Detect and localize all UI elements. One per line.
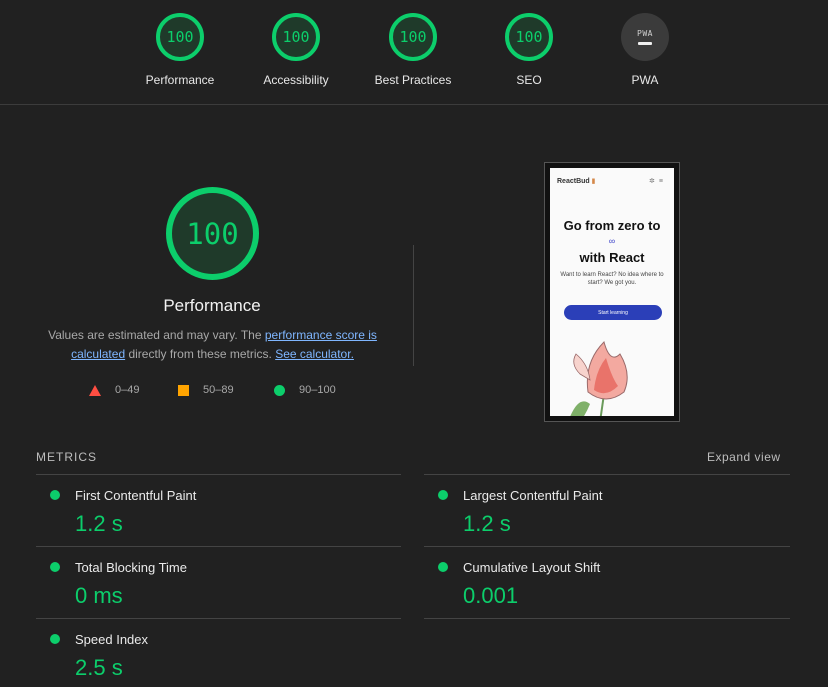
screenshot-cta-button: Start learning bbox=[564, 305, 662, 320]
description-text: Values are estimated and may vary. The bbox=[48, 328, 262, 342]
legend-fail: 0–49 bbox=[89, 384, 139, 396]
metric-value: 0.001 bbox=[463, 583, 519, 608]
metrics-heading: METRICS bbox=[36, 450, 97, 464]
gauge-score: 100 bbox=[272, 13, 320, 61]
performance-score-gauge: 100 bbox=[166, 187, 259, 280]
gauge-label: Performance bbox=[145, 73, 215, 87]
metric-first-contentful-paint: First Contentful Paint 1.2 s bbox=[36, 475, 396, 545]
vertical-divider bbox=[413, 245, 414, 366]
pass-circle-icon bbox=[50, 562, 60, 572]
legend-range: 50–89 bbox=[203, 384, 234, 396]
gauge-score: 100 bbox=[389, 13, 437, 61]
flower-illustration-icon bbox=[570, 341, 628, 416]
divider bbox=[36, 546, 401, 547]
screenshot-brand: ReactBud ▮ bbox=[557, 178, 596, 185]
gauge-best-practices[interactable]: 100 Best Practices bbox=[353, 13, 473, 87]
pass-circle-icon bbox=[50, 490, 60, 500]
pass-circle-icon bbox=[438, 562, 448, 572]
legend-average: 50–89 bbox=[178, 384, 234, 396]
gauge-performance[interactable]: 100 Performance bbox=[120, 13, 240, 87]
category-gauges-bar: 100 Performance 100 Accessibility 100 Be… bbox=[0, 0, 828, 105]
gauge-seo[interactable]: 100 SEO bbox=[469, 13, 589, 87]
pass-circle-icon bbox=[438, 490, 448, 500]
metric-name: Cumulative Layout Shift bbox=[463, 560, 601, 575]
gauge-label: Best Practices bbox=[374, 73, 452, 87]
pass-circle-icon bbox=[50, 634, 60, 644]
divider bbox=[424, 546, 790, 547]
legend-range: 0–49 bbox=[115, 384, 140, 396]
score-description: Values are estimated and may vary. The p… bbox=[40, 326, 385, 364]
gauge-accessibility[interactable]: 100 Accessibility bbox=[236, 13, 356, 87]
screenshot-page: ReactBud ▮ ✲≡ Go from zero to ∞ with Rea… bbox=[550, 168, 674, 416]
screenshot-nav-icons: ✲≡ bbox=[649, 178, 667, 185]
metric-value: 1.2 s bbox=[75, 511, 123, 536]
divider bbox=[36, 618, 401, 619]
gauge-label: SEO bbox=[516, 73, 542, 87]
performance-score-link[interactable]: performance score is calculated bbox=[71, 328, 377, 361]
metric-speed-index: Speed Index 2.5 s bbox=[36, 619, 396, 687]
screenshot-headline: Go from zero to bbox=[563, 218, 661, 233]
triangle-icon bbox=[89, 384, 101, 396]
metric-value: 0 ms bbox=[75, 583, 123, 608]
screenshot-headline-2: with React bbox=[579, 250, 645, 265]
gauge-score: 100 bbox=[156, 13, 204, 61]
gauge-pwa[interactable]: PWA PWA bbox=[585, 13, 705, 87]
metric-name: Speed Index bbox=[75, 632, 149, 647]
metric-value: 1.2 s bbox=[463, 511, 511, 536]
metric-largest-contentful-paint: Largest Contentful Paint 1.2 s bbox=[424, 475, 784, 545]
screenshot-subtext: Want to learn React? No idea where to st… bbox=[560, 272, 664, 286]
performance-title: Performance bbox=[163, 296, 261, 315]
gauge-score: 100 bbox=[505, 13, 553, 61]
gauge-label: PWA bbox=[631, 73, 659, 87]
pwa-badge-text: PWA bbox=[637, 29, 653, 38]
final-screenshot[interactable]: ReactBud ▮ ✲≡ Go from zero to ∞ with Rea… bbox=[544, 162, 680, 422]
see-calculator-link[interactable]: See calculator. bbox=[275, 347, 354, 361]
metric-name: Largest Contentful Paint bbox=[463, 488, 603, 503]
divider bbox=[36, 474, 401, 475]
pwa-badge-icon: PWA bbox=[621, 13, 669, 61]
expand-view-toggle[interactable]: Expand view bbox=[707, 450, 781, 464]
metric-total-blocking-time: Total Blocking Time 0 ms bbox=[36, 547, 396, 617]
gauge-label: Accessibility bbox=[263, 73, 329, 87]
divider bbox=[424, 474, 790, 475]
square-icon bbox=[178, 384, 189, 396]
description-text-middle: directly from these metrics. bbox=[128, 347, 272, 361]
infinity-icon: ∞ bbox=[608, 236, 616, 246]
pwa-dash-icon bbox=[638, 42, 652, 45]
metric-name: First Contentful Paint bbox=[75, 488, 197, 503]
metric-value: 2.5 s bbox=[75, 655, 123, 680]
circle-icon bbox=[274, 384, 285, 396]
metric-cumulative-layout-shift: Cumulative Layout Shift 0.001 bbox=[424, 547, 784, 617]
metric-name: Total Blocking Time bbox=[75, 560, 187, 575]
divider bbox=[424, 618, 790, 619]
legend-pass: 90–100 bbox=[274, 384, 336, 396]
legend-range: 90–100 bbox=[299, 384, 336, 396]
